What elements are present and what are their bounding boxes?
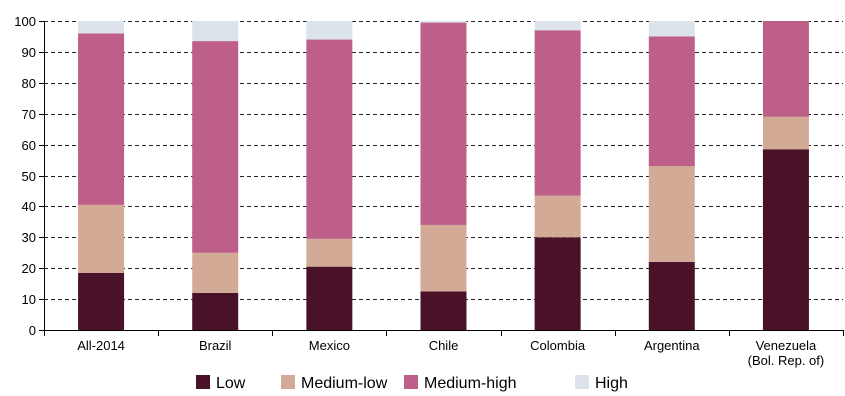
legend-swatch: [196, 375, 210, 389]
x-tick-label: Venezuela (Bol. Rep. of): [748, 338, 825, 368]
legend-swatch: [404, 375, 418, 389]
bar-segment-medium-high: [648, 36, 695, 167]
bar-segment-medium-high: [534, 30, 581, 196]
bar-segment-low: [534, 237, 581, 330]
y-tick-label: 30: [22, 230, 36, 245]
x-tick-label: All-2014: [77, 338, 125, 353]
y-tick-label: 100: [14, 14, 36, 29]
y-tick-label: 80: [22, 76, 36, 91]
bar-segment-high: [420, 21, 467, 23]
legend-label: Medium-low: [301, 375, 388, 392]
bar-segment-medium-low: [420, 224, 467, 292]
y-tick-label: 40: [22, 199, 36, 214]
legend: Low Medium-low Medium-high High: [196, 375, 628, 392]
bar-segment-low: [192, 292, 239, 330]
bar-segment-low: [420, 291, 467, 331]
bar-segment-high: [192, 21, 239, 42]
y-tick-label: 0: [29, 323, 36, 338]
legend-label: Low: [216, 375, 246, 392]
bar-segment-high: [534, 21, 581, 31]
bar-segment-medium-low: [192, 252, 239, 293]
bar-segment-high: [78, 21, 125, 34]
bar-segment-medium-high: [78, 33, 125, 205]
y-tick-label: 20: [22, 261, 36, 276]
bar-segment-medium-low: [306, 238, 353, 267]
y-tick-labels: 0 10 20 30 40 50 60 70 80 90 100: [14, 14, 36, 338]
x-tick-label: Chile: [429, 338, 459, 353]
bars: [78, 21, 809, 331]
bar-segment-low: [78, 272, 125, 330]
bar-segment-low: [648, 262, 695, 330]
bar-segment-medium-low: [762, 116, 809, 150]
bar-segment-high: [648, 21, 695, 37]
x-tick-labels: All-2014 Brazil Mexico Chile Colombia Argenti…: [77, 338, 824, 368]
y-tick-label: 50: [22, 169, 36, 184]
y-tick-label: 10: [22, 292, 36, 307]
bar-segment-medium-low: [78, 204, 125, 273]
x-tick-label: Brazil: [199, 338, 232, 353]
bar-segment-medium-low: [534, 195, 581, 238]
y-tick-label: 70: [22, 107, 36, 122]
x-tick-label: Colombia: [530, 338, 586, 353]
y-tick-label: 90: [22, 45, 36, 60]
bar-segment-high: [306, 21, 353, 40]
bar-segment-medium-high: [192, 41, 239, 253]
bar-segment-medium-high: [420, 22, 467, 225]
bar-segment-low: [762, 149, 809, 330]
y-tick-label: 60: [22, 138, 36, 153]
bar-segment-medium-high: [762, 21, 809, 117]
legend-swatch: [575, 375, 589, 389]
bar-segment-medium-low: [648, 166, 695, 263]
bar-segment-low: [306, 266, 353, 330]
bar-segment-medium-high: [306, 39, 353, 239]
legend-swatch: [281, 375, 295, 389]
legend-label: Medium-high: [424, 375, 516, 392]
x-tick-label: Mexico: [309, 338, 350, 353]
legend-label: High: [595, 375, 628, 392]
axes: [39, 21, 844, 336]
x-tick-label: Argentina: [644, 338, 700, 353]
